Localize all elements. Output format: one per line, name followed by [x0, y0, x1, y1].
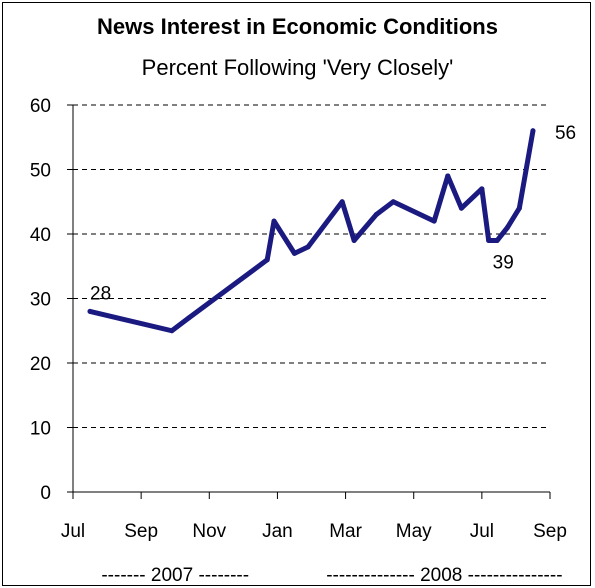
data-point-14: [479, 186, 485, 192]
year-label-0: ------- 2007 --------: [101, 565, 249, 586]
data-point-10: [390, 199, 396, 205]
chart-subtitle: Percent Following 'Very Closely': [141, 55, 454, 80]
x-tick-label-sep-1: Sep: [124, 521, 158, 542]
x-tick-label-may-5: May: [396, 521, 432, 542]
data-point-12: [445, 173, 451, 179]
data-point-3: [264, 257, 270, 263]
y-tick-label-30: 30: [30, 290, 51, 311]
data-point-0: [87, 308, 93, 314]
data-point-7: [339, 199, 345, 205]
chart-title: News Interest in Economic Conditions: [97, 14, 498, 39]
data-point-13: [458, 205, 464, 211]
data-point-19: [530, 128, 536, 134]
y-tick-label-10: 10: [30, 419, 51, 440]
x-tick-label-jan-3: Jan: [262, 521, 293, 542]
x-tick-label-nov-2: Nov: [192, 521, 226, 542]
data-point-9: [373, 212, 379, 218]
y-tick-label-20: 20: [30, 354, 51, 375]
x-tick-label-jul-0: Jul: [61, 521, 85, 542]
y-tick-label-60: 60: [30, 96, 51, 117]
series-line: [87, 128, 536, 334]
x-tick-label-jul-6: Jul: [470, 521, 494, 542]
y-tick-label-40: 40: [30, 225, 51, 246]
data-point-6: [305, 244, 311, 250]
data-point-4: [271, 218, 277, 224]
data-label-28: 28: [90, 283, 111, 304]
data-point-16: [494, 237, 500, 243]
data-point-11: [431, 218, 437, 224]
data-point-5: [291, 250, 297, 256]
year-label-1: -------------- 2008 ---------------: [326, 565, 562, 586]
data-point-18: [516, 205, 522, 211]
data-point-2: [186, 315, 192, 321]
data-point-17: [504, 225, 510, 231]
data-point-15: [486, 237, 492, 243]
data-point-8: [351, 237, 357, 243]
x-tick-label-mar-4: Mar: [329, 521, 362, 542]
y-tick-label-0: 0: [40, 483, 51, 504]
x-tick-label-sep-7: Sep: [533, 521, 567, 542]
data-label-56: 56: [555, 123, 576, 144]
data-point-1: [169, 328, 175, 334]
data-label-39: 39: [493, 252, 514, 273]
y-tick-label-50: 50: [30, 161, 51, 182]
